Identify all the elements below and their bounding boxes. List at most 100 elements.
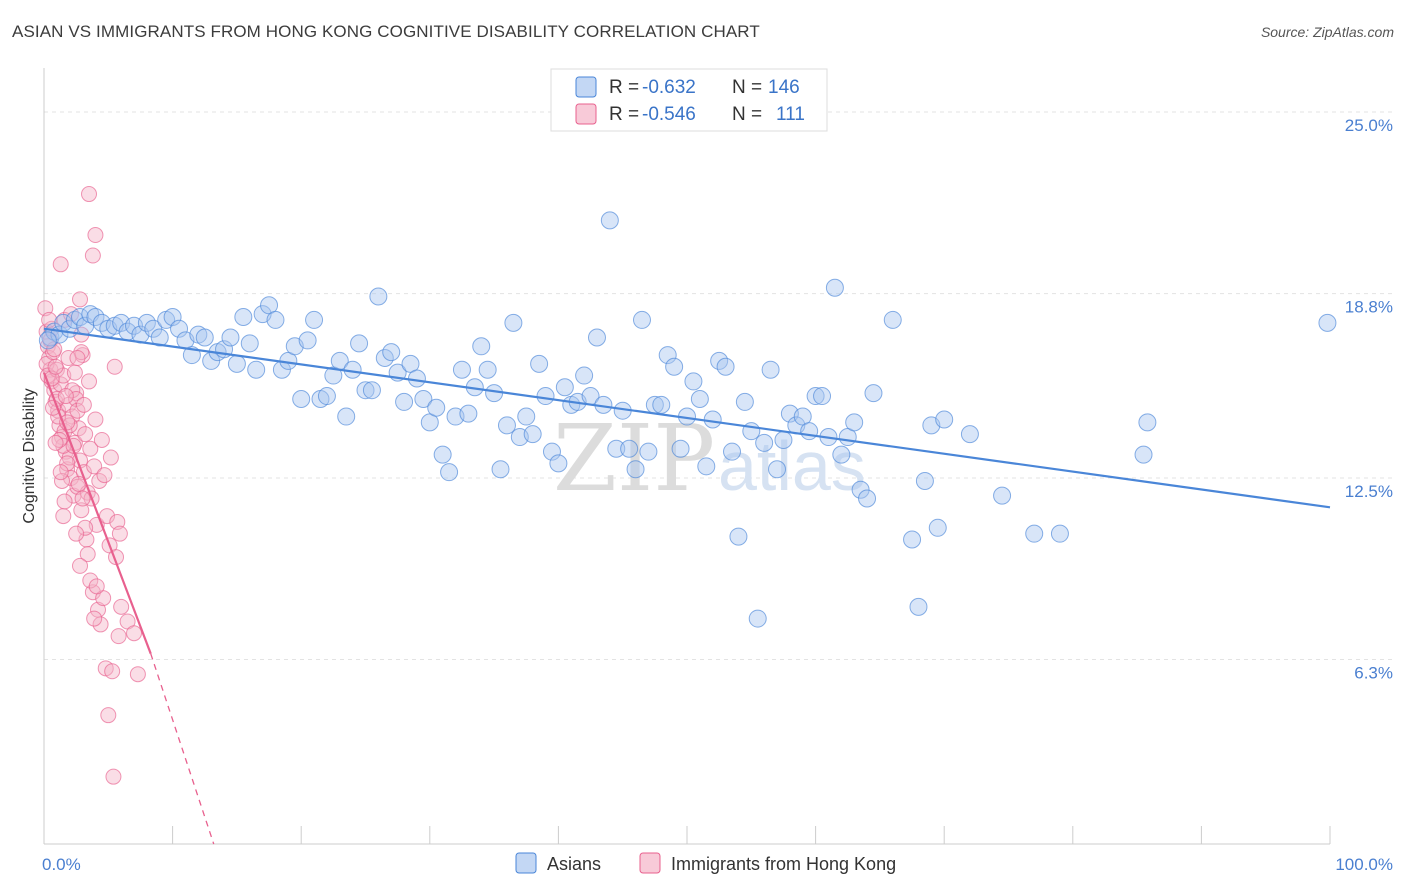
x-tick-label: 0.0% bbox=[42, 855, 81, 874]
legend-r-label: R = bbox=[609, 77, 639, 98]
asians-point bbox=[825, 278, 844, 297]
asians-point bbox=[38, 331, 57, 350]
asians-point bbox=[497, 416, 516, 435]
asians-point bbox=[144, 319, 163, 338]
legend-bottom-swatch-asians bbox=[515, 852, 537, 874]
asians-point bbox=[362, 381, 381, 400]
legend-n-value: 111 bbox=[776, 104, 805, 125]
hong-kong-point bbox=[75, 396, 92, 413]
legend-swatch-hong-kong bbox=[575, 103, 597, 125]
asians-point bbox=[350, 334, 369, 353]
hong-kong-point bbox=[106, 358, 123, 375]
asians-point bbox=[517, 407, 536, 426]
asians-point bbox=[71, 308, 90, 327]
hong-kong-point bbox=[82, 440, 99, 457]
chart-title: ASIAN VS IMMIGRANTS FROM HONG KONG COGNI… bbox=[12, 22, 760, 41]
asians-point bbox=[915, 471, 934, 490]
asians-point bbox=[542, 442, 561, 461]
hong-kong-point bbox=[105, 768, 122, 785]
asians-point bbox=[240, 334, 259, 353]
hong-kong-point bbox=[111, 525, 128, 542]
asians-point bbox=[626, 460, 645, 479]
asians-point bbox=[620, 439, 639, 458]
y-axis-title: Cognitive Disability bbox=[21, 388, 38, 523]
asians-point bbox=[845, 413, 864, 432]
asians-point bbox=[298, 331, 317, 350]
hong-kong-point bbox=[126, 625, 143, 642]
asians-point bbox=[587, 328, 606, 347]
axes bbox=[43, 68, 1331, 845]
asians-point bbox=[697, 457, 716, 476]
hong-kong-point bbox=[56, 493, 73, 510]
hong-kong-point bbox=[109, 513, 126, 530]
asians-point bbox=[703, 410, 722, 429]
hong-kong-point bbox=[100, 707, 117, 724]
hong-kong-point bbox=[60, 349, 77, 366]
hong-kong-point bbox=[81, 373, 98, 390]
watermark-zip: ZIP bbox=[553, 405, 715, 512]
asians-point bbox=[755, 433, 774, 452]
asians-point bbox=[491, 460, 510, 479]
hong-kong-point bbox=[86, 458, 103, 475]
asians-point bbox=[530, 354, 549, 373]
asians-point bbox=[832, 445, 851, 464]
asians-point bbox=[665, 357, 684, 376]
asians-point bbox=[858, 489, 877, 508]
hong-kong-point bbox=[77, 519, 94, 536]
asians-point bbox=[266, 310, 285, 329]
asians-point bbox=[227, 354, 246, 373]
hong-kong-point bbox=[88, 578, 105, 595]
asians-point bbox=[1318, 313, 1337, 332]
asians-point bbox=[65, 310, 84, 329]
asians-point bbox=[690, 389, 709, 408]
hong-kong-trend-line bbox=[42, 372, 152, 655]
legend-top: R = -0.632 N = 146 R = -0.546 N = 111 bbox=[550, 68, 828, 132]
asians-point bbox=[523, 425, 542, 444]
asians-point bbox=[317, 387, 336, 406]
asians-point bbox=[671, 439, 690, 458]
asians-point bbox=[305, 310, 324, 329]
asians-point bbox=[735, 392, 754, 411]
asians-point bbox=[632, 310, 651, 329]
asians-point bbox=[1134, 445, 1153, 464]
asians-point bbox=[806, 387, 825, 406]
asians-point bbox=[452, 360, 471, 379]
asians-point bbox=[433, 445, 452, 464]
asians-point bbox=[555, 378, 574, 397]
legend-bottom-swatch-hong-kong bbox=[639, 852, 661, 874]
asians-point bbox=[407, 369, 426, 388]
asians-point bbox=[774, 430, 793, 449]
asians-point bbox=[658, 346, 677, 365]
asians-point bbox=[337, 407, 356, 426]
legend-n-label: N = bbox=[732, 77, 762, 98]
asians-point bbox=[993, 486, 1012, 505]
x-tick-labels: 0.0% 100.0% bbox=[42, 855, 1393, 874]
hong-kong-point bbox=[102, 449, 119, 466]
hong-kong-point bbox=[66, 364, 83, 381]
asians-point bbox=[472, 337, 491, 356]
asians-point bbox=[247, 360, 266, 379]
asians-point bbox=[716, 357, 735, 376]
hong-kong-point bbox=[72, 291, 89, 308]
y-tick-label: 12.5% bbox=[1345, 482, 1393, 501]
hong-kong-point bbox=[87, 227, 104, 244]
asians-point bbox=[292, 389, 311, 408]
asians-point bbox=[459, 404, 478, 423]
hong-kong-point bbox=[69, 349, 86, 366]
asians-point bbox=[1025, 524, 1044, 543]
hong-kong-point bbox=[79, 546, 96, 563]
asians-point bbox=[504, 313, 523, 332]
asians-point bbox=[883, 310, 902, 329]
hong-kong-point bbox=[87, 411, 104, 428]
asians-point bbox=[414, 389, 433, 408]
asians-point bbox=[536, 387, 555, 406]
asians-point bbox=[395, 392, 414, 411]
hong-kong-point bbox=[93, 431, 110, 448]
asians-point bbox=[221, 328, 240, 347]
asians-point bbox=[729, 527, 748, 546]
hong-kong-point bbox=[82, 572, 99, 589]
legend-n-value: 146 bbox=[768, 77, 800, 98]
legend-n-label: N = bbox=[732, 104, 762, 125]
legend-r-label: R = bbox=[609, 104, 639, 125]
